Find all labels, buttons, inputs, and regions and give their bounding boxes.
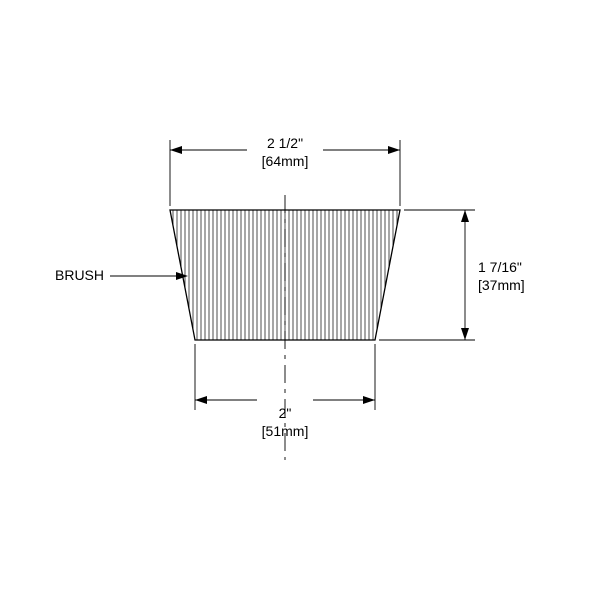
dim-bottom-metric: [51mm] — [262, 423, 309, 439]
dim-top-metric: [64mm] — [262, 153, 309, 169]
dim-height-metric: [37mm] — [478, 277, 525, 293]
brush-label: BRUSH — [55, 267, 104, 283]
technical-drawing: 2 1/2" [64mm] 2" [51mm] 1 7/16" [37mm] BRUSH — [0, 0, 600, 600]
dim-height-imperial: 1 7/16" — [478, 259, 522, 275]
dim-top-imperial: 2 1/2" — [267, 135, 303, 151]
dim-bottom-imperial: 2" — [279, 405, 292, 421]
